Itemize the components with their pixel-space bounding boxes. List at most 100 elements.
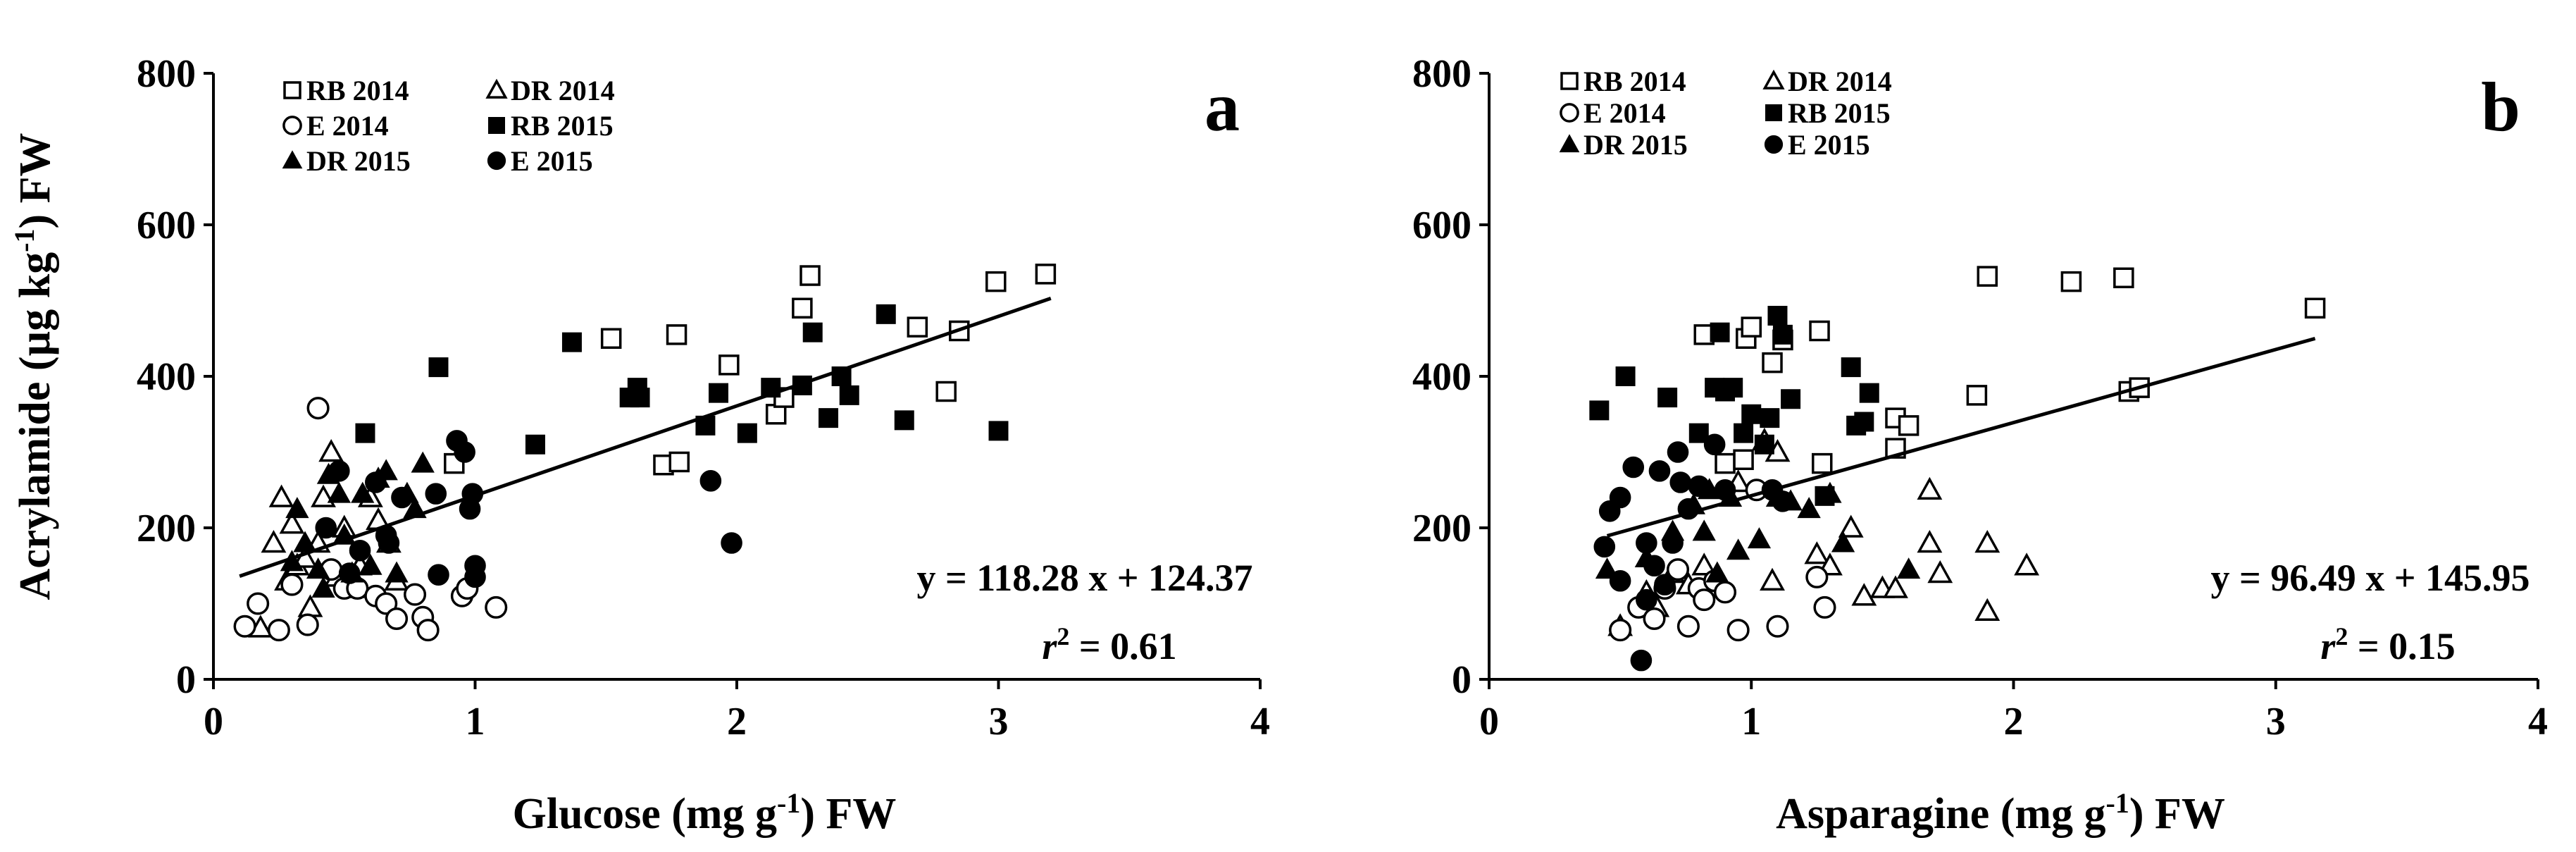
- data-point: [985, 271, 1007, 292]
- data-point: [318, 438, 344, 462]
- r-squared-label: r2 = 0.61: [1042, 622, 1176, 667]
- data-point: [1726, 619, 1750, 642]
- legend-marker: [1560, 72, 1579, 90]
- data-point: [1851, 583, 1877, 606]
- data-point: [1630, 649, 1653, 672]
- y-tick-label: 600: [1412, 204, 1471, 247]
- data-point: [1741, 316, 1762, 338]
- data-point: [1896, 557, 1921, 579]
- data-point: [306, 397, 330, 420]
- data-point: [1648, 460, 1671, 482]
- data-point: [359, 553, 382, 575]
- data-point: [1831, 531, 1855, 552]
- data-point: [444, 452, 465, 474]
- data-point: [1643, 607, 1666, 631]
- data-point: [293, 531, 317, 552]
- legend-marker: [1762, 69, 1785, 89]
- data-point: [1760, 567, 1785, 591]
- data-point: [328, 460, 350, 482]
- data-point: [1609, 569, 1631, 592]
- data-point: [792, 297, 813, 319]
- data-point: [338, 562, 361, 584]
- data-point: [1657, 388, 1678, 408]
- data-point: [1741, 404, 1762, 424]
- data-point: [699, 470, 722, 492]
- data-point: [1710, 322, 1730, 342]
- data-point: [454, 441, 475, 463]
- data-point: [1781, 389, 1801, 409]
- data-point: [819, 408, 839, 428]
- x-tick-label: 3: [989, 700, 1009, 743]
- data-point: [306, 557, 330, 579]
- trend-line: [1606, 336, 2316, 538]
- data-point: [1666, 558, 1690, 581]
- data-point: [1705, 561, 1729, 583]
- x-tick-label: 2: [727, 700, 747, 743]
- data-point: [1841, 357, 1861, 378]
- legend-marker: [1559, 134, 1580, 153]
- data-point: [839, 385, 859, 405]
- y-tick-label: 800: [1412, 52, 1471, 96]
- data-point: [391, 486, 413, 509]
- data-point: [737, 423, 757, 443]
- data-point: [1813, 595, 1836, 619]
- data-point: [1688, 423, 1709, 443]
- data-point: [1734, 423, 1754, 443]
- data-point: [1747, 527, 1772, 549]
- data-point: [600, 328, 622, 349]
- data-point: [907, 316, 928, 338]
- data-point: [296, 613, 319, 636]
- data-point: [1636, 532, 1657, 554]
- y-tick-label: 0: [176, 658, 196, 702]
- data-point: [1691, 552, 1717, 576]
- data-point: [1772, 324, 1793, 345]
- legend-label: E 2015: [1788, 129, 1870, 161]
- data-point: [1713, 581, 1737, 604]
- y-tick-label: 200: [137, 507, 196, 550]
- legend-marker: [283, 81, 301, 99]
- data-point: [1977, 266, 1998, 287]
- data-point: [1688, 475, 1710, 498]
- data-point: [1693, 588, 1716, 612]
- regression-equation: y = 118.28 x + 124.37: [916, 557, 1252, 599]
- y-tick-label: 800: [137, 52, 196, 96]
- data-point: [2113, 267, 2134, 288]
- data-point: [1643, 555, 1665, 577]
- data-point: [428, 357, 449, 378]
- x-tick-label: 4: [2528, 700, 2548, 743]
- data-point: [297, 594, 323, 617]
- data-point: [1615, 366, 1636, 386]
- data-point: [261, 529, 287, 553]
- data-point: [1917, 529, 1943, 553]
- y-tick-label: 0: [1452, 658, 1471, 702]
- y-tick-label: 200: [1412, 507, 1471, 550]
- data-point: [1854, 412, 1874, 432]
- legend-label: DR 2014: [511, 75, 615, 106]
- chart-panel-b: Asparagine (mg g-1) FW b y = 96.49 x + 1…: [1412, 52, 2548, 838]
- data-point: [464, 555, 486, 577]
- data-point: [280, 573, 304, 596]
- x-tick-label: 3: [2266, 700, 2286, 743]
- data-point: [935, 381, 957, 402]
- legend-label: E 2014: [306, 110, 389, 142]
- data-point: [1622, 456, 1645, 479]
- data-point: [666, 324, 687, 345]
- legend-label: DR 2014: [1788, 66, 1892, 97]
- data-point: [1767, 306, 1788, 326]
- chart-panel-a: Acrylamide (µg kg-1) FW Glucose (mg g-1)…: [8, 52, 1270, 838]
- data-point: [1662, 532, 1684, 554]
- data-point: [351, 481, 375, 503]
- data-point: [349, 539, 371, 562]
- y-tick-label: 600: [137, 204, 196, 247]
- data-point: [988, 421, 1009, 441]
- legend-label: RB 2015: [1788, 97, 1891, 129]
- data-point: [404, 583, 427, 606]
- data-point: [485, 595, 508, 619]
- data-point: [1723, 378, 1743, 398]
- data-point: [1762, 352, 1783, 373]
- data-point: [1809, 320, 1830, 342]
- data-point: [1636, 588, 1657, 611]
- data-point: [285, 497, 309, 519]
- data-point: [561, 332, 582, 352]
